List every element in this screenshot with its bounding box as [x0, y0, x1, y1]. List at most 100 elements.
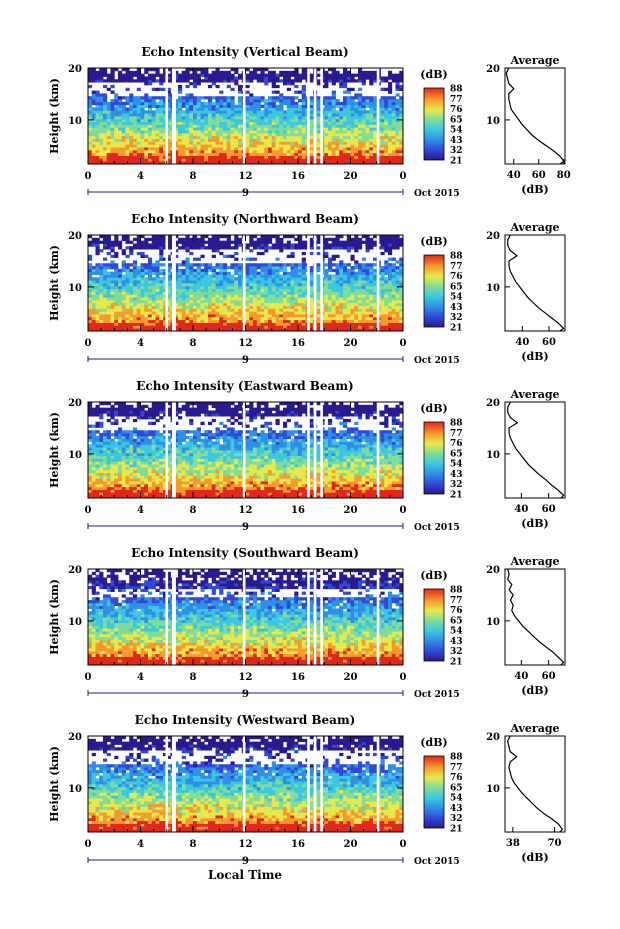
heatmap-cell	[181, 277, 186, 281]
heatmap-cell	[133, 110, 138, 114]
heatmap-cell	[309, 144, 314, 148]
heatmap-cell	[106, 104, 111, 108]
heatmap-cell	[151, 316, 156, 321]
heatmap-cell	[391, 291, 396, 295]
heatmap-cell	[121, 280, 126, 284]
heatmap-cell	[275, 263, 280, 267]
heatmap-cell	[136, 141, 141, 145]
heatmap-cell	[384, 243, 389, 247]
heatmap-cell	[118, 73, 123, 77]
heatmap-cell	[163, 76, 168, 80]
heatmap-cell	[208, 127, 213, 131]
heatmap-cell	[271, 280, 276, 284]
heatmap-cell	[324, 316, 329, 321]
heatmap-cell	[339, 243, 344, 247]
heatmap-cell	[384, 325, 389, 329]
heatmap-cell	[219, 121, 224, 125]
x-tick-label: 20	[344, 171, 358, 182]
heatmap-cell	[328, 319, 333, 323]
heatmap-cell	[166, 311, 171, 315]
heatmap-cell	[238, 291, 243, 295]
heatmap-cell	[189, 240, 194, 244]
heatmap-cell	[189, 246, 194, 250]
heatmap-cell	[290, 325, 295, 329]
heatmap-cell	[380, 288, 385, 292]
heatmap-cell	[99, 113, 104, 117]
heatmap-cell	[309, 141, 314, 145]
heatmap-cell	[391, 311, 396, 315]
heatmap-cell	[125, 73, 130, 77]
heatmap-cell	[264, 158, 269, 162]
heatmap-cell	[283, 274, 288, 278]
heatmap-cell	[260, 297, 265, 301]
heatmap-cell	[309, 240, 314, 244]
heatmap-cell	[189, 138, 194, 142]
heatmap-cell	[298, 280, 303, 284]
heatmap-cell	[140, 110, 145, 114]
heatmap-cell	[121, 268, 126, 273]
heatmap-cell	[204, 138, 209, 142]
heatmap-cell	[286, 291, 291, 295]
heatmap-cell	[358, 237, 363, 242]
heatmap-cell	[253, 73, 258, 77]
heatmap-cell	[226, 283, 231, 287]
heatmap-cell	[268, 263, 273, 267]
heatmap-cell	[163, 263, 168, 267]
heatmap-cell	[174, 101, 179, 106]
heatmap-cell	[163, 161, 168, 165]
heatmap-cell	[268, 152, 273, 156]
heatmap-cell	[208, 291, 213, 295]
heatmap-cell	[283, 266, 288, 270]
heatmap-cell	[159, 243, 164, 247]
heatmap-cell	[125, 107, 130, 111]
data-gap	[313, 235, 317, 331]
heatmap-cell	[118, 308, 123, 312]
heatmap-cell	[91, 152, 96, 156]
heatmap-cell	[260, 283, 265, 287]
heatmap-cell	[369, 316, 374, 321]
heatmap-cell	[373, 127, 378, 131]
heatmap-cell	[350, 127, 355, 131]
heatmap-cell	[245, 283, 250, 287]
heatmap-cell	[140, 263, 145, 267]
heatmap-cell	[316, 299, 321, 304]
heatmap-cell	[309, 101, 314, 106]
heatmap-cell	[166, 132, 171, 137]
heatmap-cell	[226, 107, 231, 111]
heatmap-cell	[350, 271, 355, 275]
heatmap-cell	[249, 325, 254, 329]
heatmap-cell	[369, 147, 374, 151]
heatmap-cell	[324, 99, 329, 103]
heatmap-cell	[133, 243, 138, 247]
heatmap-cell	[148, 288, 153, 292]
heatmap-cell	[290, 118, 295, 123]
heatmap-cell	[181, 314, 186, 318]
heatmap-cell	[324, 135, 329, 139]
heatmap-cell	[286, 240, 291, 244]
heatmap-cell	[114, 130, 119, 134]
heatmap-cell	[181, 96, 186, 100]
heatmap-cell	[384, 260, 389, 264]
heatmap-cell	[358, 161, 363, 165]
heatmap-cell	[114, 266, 119, 270]
heatmap-cell	[260, 124, 265, 128]
heatmap-cell	[283, 118, 288, 123]
heatmap-cell	[133, 104, 138, 108]
heatmap-cell	[298, 107, 303, 111]
heatmap-cell	[95, 118, 100, 123]
heatmap-cell	[166, 314, 171, 318]
data-gap	[165, 68, 169, 164]
heatmap-cell	[215, 132, 220, 137]
heatmap-cell	[155, 294, 160, 298]
heatmap-cell	[129, 285, 134, 290]
heatmap-cell	[286, 113, 291, 117]
heatmap-cell	[151, 130, 156, 134]
heatmap-cell	[331, 107, 336, 111]
heatmap-cell	[166, 96, 171, 100]
heatmap-cell	[335, 149, 340, 154]
heatmap-cell	[91, 141, 96, 145]
heatmap-cell	[144, 277, 149, 281]
heatmap-cell	[151, 240, 156, 244]
heatmap-cell	[204, 319, 209, 323]
heatmap-cell	[286, 328, 291, 332]
